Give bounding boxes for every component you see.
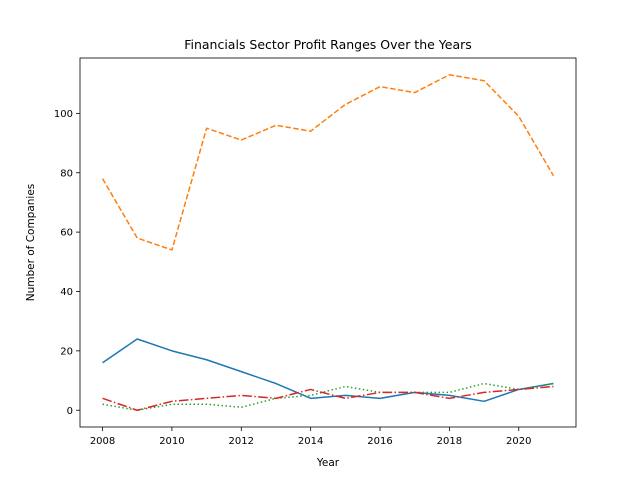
x-tick-label: 2014 — [298, 436, 323, 447]
y-tick-label: 20 — [60, 346, 73, 357]
y-tick-label: 100 — [54, 109, 73, 120]
series-line-2 — [101, 74, 555, 251]
x-tick-label: 2010 — [159, 436, 184, 447]
series-line-1 — [102, 338, 554, 403]
series-line-4 — [102, 385, 554, 411]
y-tick-label: 40 — [60, 287, 73, 298]
chart-title: Financials Sector Profit Ranges Over the… — [184, 37, 472, 52]
x-tick-label: 2018 — [437, 436, 462, 447]
x-tick-label: 2008 — [90, 436, 115, 447]
series-line-3 — [102, 382, 554, 411]
x-tick-label: 2012 — [229, 436, 254, 447]
x-tick-label: 2016 — [367, 436, 392, 447]
y-axis-label: Number of Companies — [25, 184, 37, 302]
y-tick-label: 0 — [67, 406, 73, 417]
plot-frame — [79, 57, 577, 428]
x-tick-label: 2020 — [506, 436, 531, 447]
y-axis: 0 20 40 60 80 100 — [54, 109, 80, 417]
x-axis-label: Year — [316, 457, 340, 469]
y-tick-label: 80 — [60, 168, 73, 179]
series-layer — [101, 74, 555, 411]
plot-area — [80, 58, 576, 427]
x-axis: 2008 2010 2012 2014 2016 2018 2020 — [90, 427, 531, 447]
y-tick-label: 60 — [60, 228, 73, 239]
